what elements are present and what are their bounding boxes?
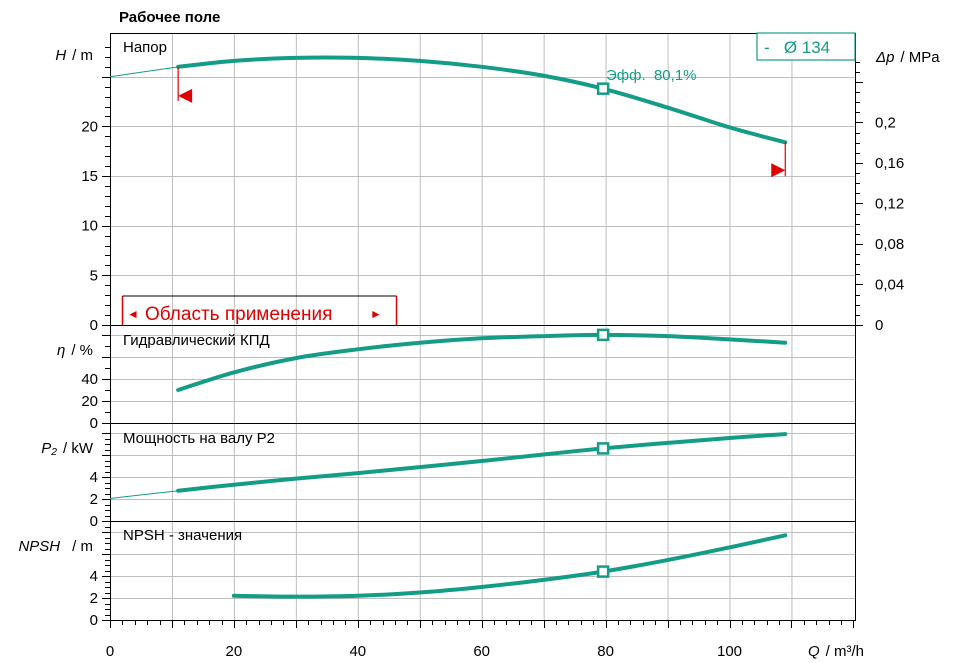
efficiency-axis-symbol: η <box>57 342 65 359</box>
head-curve <box>176 55 788 145</box>
y-tick-label-npsh: 0 <box>90 612 98 629</box>
chart-title: Рабочее поле <box>119 9 220 26</box>
range-arrow-right-icon: ► <box>370 307 382 321</box>
npsh-curve <box>231 533 788 599</box>
pressure-axis-symbol: Δp <box>875 49 894 66</box>
npsh-axis-title: NPSH / m <box>18 538 93 555</box>
right-tick-label: 0,12 <box>875 195 904 212</box>
y-tick-label-eff: 0 <box>90 415 98 432</box>
y-tick-label-head: 0 <box>90 317 98 334</box>
right-tick-label: 0,08 <box>875 236 904 253</box>
y-tick-label-head: 10 <box>81 218 98 235</box>
power-operating-point-marker <box>596 442 610 455</box>
y-tick-label-power: 4 <box>90 469 98 486</box>
impeller-diameter-label: - Ø 134 <box>764 38 830 57</box>
power-curve <box>176 432 788 493</box>
x-axis-symbol: Q <box>808 643 820 660</box>
axis-ticks <box>102 47 863 628</box>
curve-marks <box>177 66 786 578</box>
y-tick-label-npsh: 4 <box>90 568 98 585</box>
x-tick-label: 80 <box>597 643 614 660</box>
efficiency-axis-unit: / % <box>71 342 93 359</box>
efficiency-axis-title: η / % <box>57 342 93 359</box>
x-tick-label: 100 <box>717 643 742 660</box>
npsh-panel-label: NPSH - значения <box>123 527 242 544</box>
eff-curve <box>176 332 788 392</box>
npsh-axis-unit: / m <box>72 538 93 555</box>
right-tick-label: 0,2 <box>875 114 896 131</box>
y-tick-label-eff: 20 <box>81 393 98 410</box>
panel-frames <box>110 33 856 621</box>
x-tick-label: 40 <box>349 643 366 660</box>
x-tick-label: 60 <box>473 643 490 660</box>
head-axis-unit: / m <box>72 47 93 64</box>
curve-legend-box <box>756 32 856 61</box>
right-tick-label: 0,16 <box>875 155 904 172</box>
power-axis-title: P₂ / kW <box>41 440 94 457</box>
eff-operating-point-marker <box>596 328 610 342</box>
power-extrapolation-line <box>109 490 179 499</box>
curves <box>109 55 788 599</box>
head-operating-point-marker <box>596 82 610 95</box>
head-panel-label: Напор <box>123 39 167 56</box>
efficiency-annotation: Эфф. 80,1% <box>606 67 697 84</box>
y-tick-label-power: 2 <box>90 491 98 508</box>
head-axis-title: H / m <box>55 47 93 64</box>
y-tick-label-head: 20 <box>81 118 98 135</box>
x-tick-label: 20 <box>226 643 243 660</box>
npsh-operating-point-marker <box>596 565 610 578</box>
range-label: Область применения <box>145 304 332 325</box>
power-axis-symbol: P₂ <box>41 440 57 457</box>
pressure-axis-title: Δp / MPa <box>875 49 940 66</box>
y-tick-label-head: 5 <box>90 267 98 284</box>
y-tick-label-npsh: 2 <box>90 590 98 607</box>
range-start-arrow-icon <box>178 88 193 103</box>
y-tick-label-power: 0 <box>90 513 98 530</box>
y-tick-label-head: 15 <box>81 168 98 185</box>
grid-lines <box>110 33 855 620</box>
power-axis-unit: / kW <box>63 440 94 457</box>
right-tick-label: 0 <box>875 317 883 334</box>
pressure-axis-unit: / MPa <box>900 49 940 66</box>
efficiency-panel-label: Гидравлический КПД <box>123 332 270 349</box>
range-arrow-left-icon: ◄ <box>127 307 139 321</box>
npsh-axis-symbol: NPSH <box>18 538 60 555</box>
x-tick-labels: 0 20 40 60 80 100 <box>106 643 742 660</box>
right-tick-label: 0,04 <box>875 276 904 293</box>
head-axis-symbol: H <box>55 47 66 64</box>
power-panel-label: Мощность на валу P2 <box>123 430 275 447</box>
head-extrapolation-line <box>109 66 179 78</box>
y-tick-label-eff: 40 <box>81 371 98 388</box>
application-range-label: ◄ Область применения ► <box>121 295 398 325</box>
range-end-arrow-icon <box>771 163 786 178</box>
x-tick-label: 0 <box>106 643 114 660</box>
x-axis-title: Q / m³/h <box>808 643 864 660</box>
x-axis-unit: / m³/h <box>826 643 864 660</box>
